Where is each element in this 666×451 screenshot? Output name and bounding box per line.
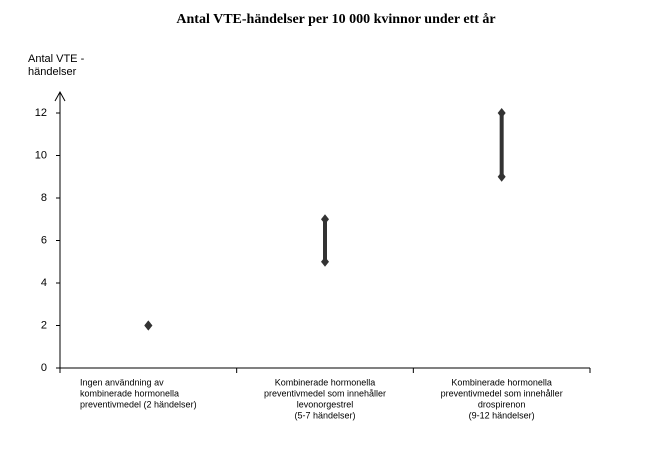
x-tick-label: preventivmedel som innehåller [264, 388, 386, 398]
x-tick-label: Ingen användning av [80, 377, 164, 387]
chart-title: Antal VTE-händelser per 10 000 kvinnor u… [176, 12, 495, 27]
x-tick-label: preventivmedel som innehåller [441, 388, 563, 398]
y-tick-label: 2 [41, 319, 47, 331]
x-tick-label: levonorgestrel [297, 399, 354, 409]
y-tick-label: 4 [41, 277, 47, 289]
y-axis-arrow [54, 90, 66, 102]
y-tick-label: 8 [41, 192, 47, 204]
range-end [321, 256, 329, 267]
range-end [321, 214, 329, 225]
x-tick-label: Kombinerade hormonella [451, 377, 552, 387]
x-tick-label: Kombinerade hormonella [275, 377, 376, 387]
y-axis-label: Antal VTE - [28, 53, 85, 65]
y-tick-label: 6 [41, 234, 47, 246]
y-axis-label: händelser [28, 66, 77, 78]
y-tick-label: 10 [35, 149, 47, 161]
range-end [144, 320, 153, 331]
x-tick-label: preventivmedel (2 händelser) [80, 399, 197, 409]
x-tick-label: (9-12 händelser) [469, 410, 535, 420]
y-tick-label: 12 [35, 107, 47, 119]
x-tick-label: (5-7 händelser) [294, 410, 355, 420]
range-end [497, 108, 506, 118]
y-tick-label: 0 [41, 362, 47, 374]
range-end [497, 171, 506, 182]
x-tick-label: drospirenon [478, 399, 526, 409]
x-tick-label: kombinerade hormonella [80, 388, 179, 398]
